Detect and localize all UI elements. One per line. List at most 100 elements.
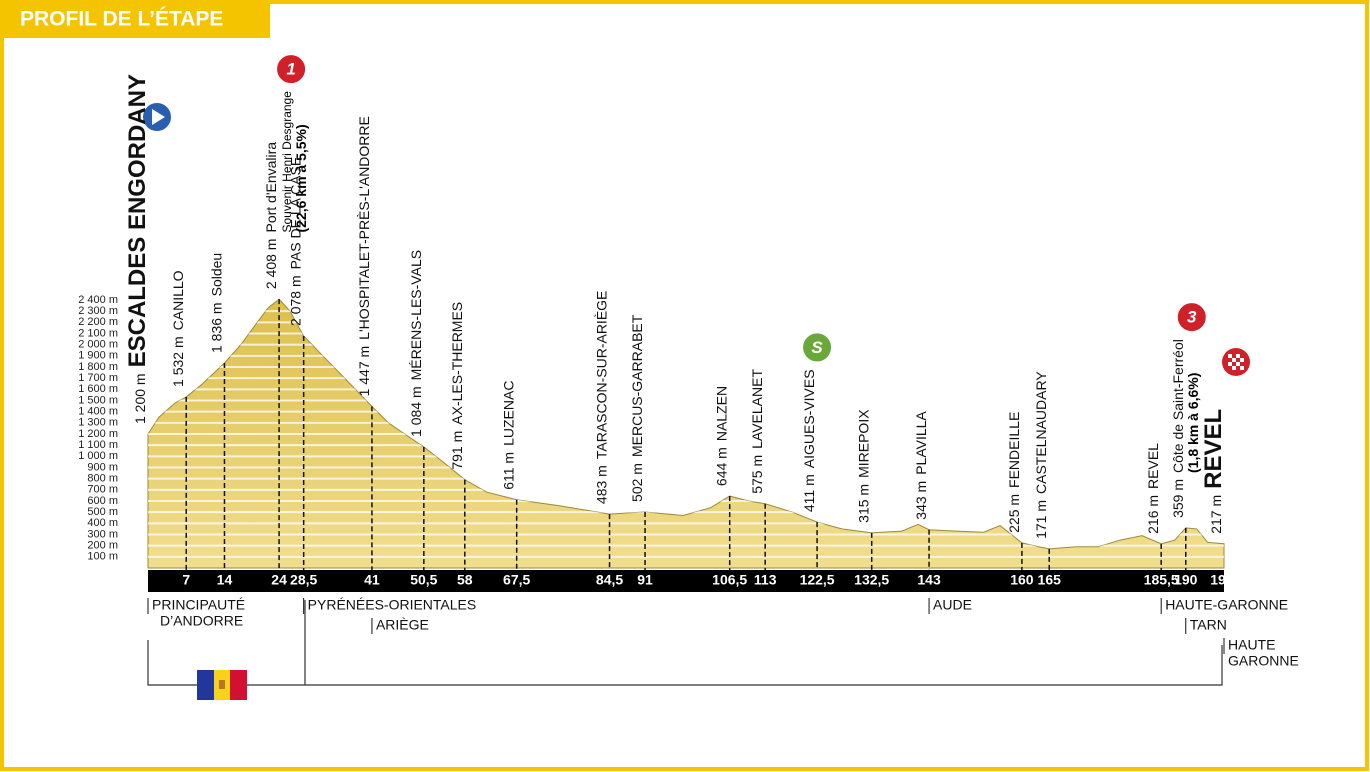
waypoint-altitude: 791 m xyxy=(449,431,465,470)
y-tick-label: 200 m xyxy=(87,540,118,552)
waypoint-altitude: 216 m xyxy=(1145,495,1161,534)
waypoint-note: Souvenir Henri Desgrange xyxy=(280,91,294,233)
waypoint-name: Port d'Envalira xyxy=(263,142,279,233)
waypoint-name: CASTELNAUDARY xyxy=(1033,371,1049,494)
waypoint-label: 1 084 m MÉRENS-LES-VALS xyxy=(408,250,424,437)
y-tick-label: 1 000 m xyxy=(78,450,118,462)
waypoint-altitude: 315 m xyxy=(856,484,872,523)
y-tick-label: 1 300 m xyxy=(78,417,118,429)
x-tick-label: 24 xyxy=(271,572,287,588)
region-label: PYRÉNÉES-ORIENTALES xyxy=(308,597,477,613)
x-tick-label: 7 xyxy=(182,572,190,588)
waypoint-name: LAVELANET xyxy=(749,369,765,449)
y-tick-label: 2 000 m xyxy=(78,339,118,351)
waypoint-note: (1,8 km à 6,6%) xyxy=(1185,373,1201,473)
y-tick-label: 800 m xyxy=(87,473,118,485)
waypoint-altitude: 1 084 m xyxy=(408,386,424,437)
x-tick-label: 122,5 xyxy=(800,572,835,588)
x-tick-label: 160 xyxy=(1010,572,1034,588)
waypoint-label: 2 078 m PAS DE LA CASE xyxy=(288,157,304,326)
region-label: GARONNE xyxy=(1228,653,1299,669)
waypoint-altitude: 343 m xyxy=(913,481,929,520)
waypoint-altitude: 411 m xyxy=(801,474,817,512)
waypoint-name: AX-LES-THERMES xyxy=(449,302,465,425)
x-tick-label: 41 xyxy=(364,572,380,588)
waypoint-note: (22,6 km à 5,5%) xyxy=(293,124,309,232)
waypoint-label: 343 m PLAVILLA xyxy=(913,411,929,520)
waypoint-name: ESCALDES ENGORDANY xyxy=(124,74,151,367)
waypoint-label: 216 m REVEL xyxy=(1145,443,1161,534)
region-label: PRINCIPAUTÉ xyxy=(152,597,245,613)
y-tick-label: 400 m xyxy=(87,517,118,529)
waypoint-altitude: 171 m xyxy=(1033,500,1049,539)
x-tick-label: 143 xyxy=(917,572,941,588)
waypoint-label: 575 m LAVELANET xyxy=(749,369,765,494)
y-tick-label: 2 400 m xyxy=(78,294,118,306)
waypoint-label: 502 m MERCUS-GARRABET xyxy=(629,314,645,502)
x-tick-label: 185,5 xyxy=(1144,572,1179,588)
y-tick-label: 300 m xyxy=(87,528,118,540)
waypoint-name: MÉRENS-LES-VALS xyxy=(408,250,424,380)
x-tick-label: 67,5 xyxy=(503,572,530,588)
y-tick-label: 700 m xyxy=(87,484,118,496)
waypoint-label: 171 m CASTELNAUDARY xyxy=(1033,371,1049,539)
badge-label: 3 xyxy=(1187,308,1197,327)
x-tick-label: 132,5 xyxy=(854,572,889,588)
waypoint-label: 644 m NALZEN xyxy=(714,386,730,486)
x-tick-label: 84,5 xyxy=(596,572,623,588)
region-label: AUDE xyxy=(933,597,972,613)
waypoint-label: 1 532 m CANILLO xyxy=(170,270,186,387)
badge xyxy=(1175,301,1208,334)
x-tick-label: 58 xyxy=(457,572,473,588)
waypoint-altitude: 611 m xyxy=(501,452,517,490)
x-tick-label: 14 xyxy=(217,572,233,588)
waypoint-altitude: 483 m xyxy=(594,465,610,504)
waypoint-altitude: 644 m xyxy=(714,447,730,486)
waypoint-label: 1 447 m L'HOSPITALET-PRÈS-L'ANDORRE xyxy=(356,116,372,396)
waypoint-altitude: 217 m xyxy=(1208,495,1224,534)
waypoint-label: 1 836 m Soldeu xyxy=(208,253,224,353)
y-tick-label: 2 100 m xyxy=(78,327,118,339)
waypoint-name: PAS DE LA CASE xyxy=(288,157,304,270)
waypoint-label: 791 m AX-LES-THERMES xyxy=(449,302,465,470)
chart-title: PROFIL DE L’ÉTAPE xyxy=(20,8,223,31)
y-tick-label: 1 100 m xyxy=(78,439,118,451)
waypoint-label: 411 m AIGUES-VIVES xyxy=(801,369,817,512)
x-tick-label: 28,5 xyxy=(290,572,317,588)
region-label: ARIÈGE xyxy=(376,617,429,633)
waypoint-label: 611 m LUZENAC xyxy=(501,381,517,490)
finish-icon xyxy=(1222,348,1250,376)
badge-label: S xyxy=(811,338,823,357)
x-tick-label: 165 xyxy=(1038,572,1062,588)
waypoint-label: 359 m Côte de Saint-Ferréol xyxy=(1170,339,1186,518)
y-tick-label: 100 m xyxy=(87,551,118,563)
waypoint-name: MIREPOIX xyxy=(856,409,872,478)
waypoint-altitude: 225 m xyxy=(1006,494,1022,533)
waypoint-label: 483 m TARASCON-SUR-ARIÈGE xyxy=(594,291,610,504)
andorra-flag xyxy=(197,670,247,700)
waypoint-label: 225 m FENDEILLE xyxy=(1006,412,1022,533)
waypoint-altitude: 359 m xyxy=(1170,479,1186,518)
waypoint-name: PLAVILLA xyxy=(913,411,929,475)
badge xyxy=(801,331,834,364)
y-tick-label: 1 400 m xyxy=(78,406,118,418)
waypoint-name: Côte de Saint-Ferréol xyxy=(1170,339,1186,473)
x-tick-label: 190 xyxy=(1174,572,1198,588)
region-label: D’ANDORRE xyxy=(160,613,243,629)
waypoint-name: Soldeu xyxy=(208,253,224,297)
waypoint-name: MERCUS-GARRABET xyxy=(629,314,645,457)
waypoint-altitude: 502 m xyxy=(629,463,645,502)
y-tick-label: 1 500 m xyxy=(78,394,118,406)
waypoint-label: 315 m MIREPOIX xyxy=(856,409,872,523)
y-tick-label: 1 900 m xyxy=(78,350,118,362)
waypoint-name: TARASCON-SUR-ARIÈGE xyxy=(594,291,610,460)
badge xyxy=(275,53,308,86)
y-tick-label: 500 m xyxy=(87,506,118,518)
region-label: HAUTE xyxy=(1228,637,1275,653)
waypoint-label: 2 408 m Port d'Envalira xyxy=(263,142,279,289)
waypoint-label: 217 m REVEL xyxy=(1200,409,1227,534)
waypoint-label: 1 200 m ESCALDES ENGORDANY xyxy=(124,74,151,424)
waypoint-altitude: 1 200 m xyxy=(132,373,148,424)
x-tick-label: 106,5 xyxy=(712,572,747,588)
